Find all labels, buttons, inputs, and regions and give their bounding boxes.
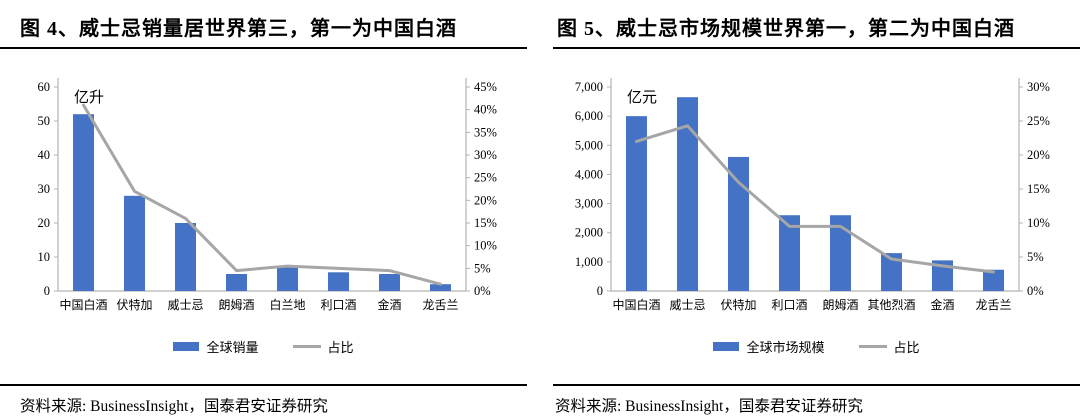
category-label: 朗姆酒 <box>822 298 858 312</box>
right-axis-tick-label: 0% <box>1027 284 1044 298</box>
share-line <box>635 124 995 274</box>
left-axis-tick-label: 40 <box>38 148 51 162</box>
category-label: 龙舌兰 <box>422 298 458 312</box>
right-axis-tick-label: 30% <box>1027 80 1050 94</box>
line-series-label: 占比 <box>893 340 920 355</box>
right-axis-tick-label: 5% <box>474 261 491 275</box>
figure-4-chart-area: 0 10 20 30 40 50 60 0% 5% 10% 15% 20% 25% 30% 35% 40% 45… <box>0 65 527 356</box>
category-label: 威士忌 <box>167 298 203 312</box>
right-axis-tick-label: 15% <box>474 216 497 230</box>
bar <box>175 223 196 291</box>
bar <box>932 260 953 291</box>
left-axis-tick-label: 0 <box>597 284 603 298</box>
figure-4-legend: 全球销量 占比 <box>0 337 527 356</box>
left-axis-tick-label: 1,000 <box>575 255 603 269</box>
bar <box>728 156 749 291</box>
bar <box>430 284 451 291</box>
right-axis-tick-label: 5% <box>1027 250 1044 264</box>
left-axis-tick-label: 0 <box>44 284 50 298</box>
figure-5-legend: 全球市场规模 占比 <box>553 337 1080 356</box>
right-axis-tick-label: 40% <box>474 103 497 117</box>
axis-unit-label: 亿升 <box>74 89 104 106</box>
left-axis-tick-label: 2,000 <box>575 226 603 240</box>
category-label: 金酒 <box>930 297 954 312</box>
right-axis-tick-label: 0% <box>474 284 491 298</box>
figure-4-panel: 图 4、威士忌销量居世界第三，第一为中国白酒 0 10 20 30 40 50 60 0% 5%… <box>0 0 527 416</box>
left-axis-tick-label: 20 <box>38 216 51 230</box>
figure-5-chart: 0 1,000 2,000 3,000 4,000 5,000 6,000 7,000 0% 5%… <box>575 78 1050 312</box>
left-axis-tick-label: 4,000 <box>575 167 603 181</box>
bar <box>277 267 298 291</box>
left-axis-tick-label: 5,000 <box>575 138 603 152</box>
bar-series-swatch <box>173 342 200 351</box>
bar-series-label: 全球市场规模 <box>746 340 825 355</box>
right-axis-tick-label: 30% <box>474 148 497 162</box>
right-axis-tick-label: 20% <box>1027 148 1050 162</box>
legend-item-sales: 全球销量 <box>173 337 259 356</box>
figure-5-source: 资料来源: BusinessInsight，国泰君安证券研究 <box>553 384 1080 416</box>
line-series-label: 占比 <box>327 340 354 355</box>
right-axis-tick-label: 10% <box>474 239 497 253</box>
category-label: 朗姆酒 <box>218 298 254 312</box>
category-label: 金酒 <box>377 297 401 312</box>
category-label: 伏特加 <box>720 297 756 312</box>
left-axis-tick-label: 6,000 <box>575 109 603 123</box>
bar-series-swatch <box>713 342 740 351</box>
category-label: 中国白酒 <box>612 297 660 312</box>
figure-5-title: 图 5、威士忌市场规模世界第一，第二为中国白酒 <box>553 0 1080 49</box>
category-label: 利口酒 <box>771 298 807 312</box>
figure-5-chart-area: 0 1,000 2,000 3,000 4,000 5,000 6,000 7,000 0% 5%… <box>553 65 1080 356</box>
bar <box>779 215 800 291</box>
share-line <box>82 103 442 286</box>
right-axis-tick-label: 45% <box>474 80 497 94</box>
right-axis-tick-label: 35% <box>474 125 497 139</box>
legend-item-share: 占比 <box>858 337 920 356</box>
left-axis-tick-label: 10 <box>38 250 51 264</box>
right-axis-tick-label: 25% <box>474 171 497 185</box>
legend-item-market-size: 全球市场规模 <box>713 337 825 356</box>
category-label: 威士忌 <box>669 298 705 312</box>
axis-unit-label: 亿元 <box>627 89 657 106</box>
bar <box>881 253 902 291</box>
right-axis-tick-label: 15% <box>1027 182 1050 196</box>
line-series-swatch <box>858 345 887 348</box>
right-axis-tick-label: 25% <box>1027 114 1050 128</box>
left-axis-tick-label: 30 <box>38 182 51 196</box>
bar <box>830 215 851 291</box>
category-label: 伏特加 <box>116 297 152 312</box>
line-series-swatch <box>292 345 321 348</box>
bar <box>328 272 349 291</box>
bar <box>379 274 400 291</box>
bar <box>626 116 647 291</box>
left-axis-tick-label: 60 <box>38 80 51 94</box>
bar <box>124 195 145 291</box>
category-label: 利口酒 <box>320 298 356 312</box>
left-axis-tick-label: 50 <box>38 114 51 128</box>
figure-4-source: 资料来源: BusinessInsight，国泰君安证券研究 <box>0 384 527 416</box>
category-label: 龙舌兰 <box>975 298 1011 312</box>
bar <box>73 114 94 291</box>
category-label: 其他烈酒 <box>867 298 915 312</box>
figure-5-panel: 图 5、威士忌市场规模世界第一，第二为中国白酒 0 1,000 2,000 3,000… <box>553 0 1080 416</box>
bar-series-label: 全球销量 <box>206 340 259 355</box>
left-axis-tick-label: 7,000 <box>575 80 603 94</box>
bar <box>983 269 1004 291</box>
bar <box>226 274 247 291</box>
figure-4-chart: 0 10 20 30 40 50 60 0% 5% 10% 15% 20% 25% 30% 35% 40% 45… <box>38 78 497 312</box>
legend-item-share: 占比 <box>292 337 354 356</box>
category-label: 中国白酒 <box>59 297 107 312</box>
right-axis-tick-label: 10% <box>1027 216 1050 230</box>
right-axis-tick-label: 20% <box>474 193 497 207</box>
category-label: 白兰地 <box>269 297 305 312</box>
figure-4-title: 图 4、威士忌销量居世界第三，第一为中国白酒 <box>0 0 527 49</box>
bar <box>677 97 698 291</box>
left-axis-tick-label: 3,000 <box>575 197 603 211</box>
